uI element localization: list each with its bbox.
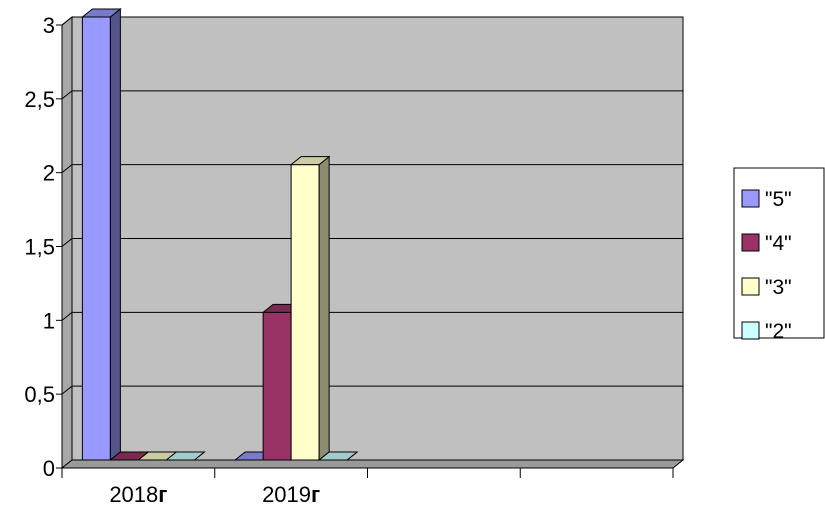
y-tick-label: 2 xyxy=(43,161,55,186)
gridline xyxy=(61,311,683,321)
bar xyxy=(289,155,331,462)
legend: "5" "4" "3" "2" xyxy=(733,167,825,343)
axes xyxy=(56,24,674,478)
legend-swatch xyxy=(741,321,760,340)
bar xyxy=(317,451,359,461)
legend-label: "4" xyxy=(765,232,792,255)
plot-floor xyxy=(60,459,685,469)
bar xyxy=(164,451,206,461)
gridline xyxy=(61,90,683,100)
legend-swatch xyxy=(741,277,760,296)
plot-walls xyxy=(60,15,685,470)
y-tick-label: 0,5 xyxy=(24,382,55,407)
gridline xyxy=(61,164,683,174)
x-tick-label: 2019г xyxy=(262,482,320,507)
y-tick-label: 1,5 xyxy=(24,235,55,260)
gridline xyxy=(61,16,683,26)
y-tick-label: 1 xyxy=(43,308,55,333)
legend-item: "5" xyxy=(741,188,792,211)
legend-label: "3" xyxy=(765,276,792,299)
legend-item: "4" xyxy=(741,232,792,255)
gridline xyxy=(61,385,683,395)
x-axis-tick-labels: 2018г 2019г xyxy=(109,482,320,507)
y-tick-label: 3 xyxy=(43,13,55,38)
legend-item: "2" xyxy=(741,320,792,343)
gridline xyxy=(61,238,683,247)
y-tick-label: 0 xyxy=(43,456,55,481)
bars xyxy=(80,7,359,462)
gridlines xyxy=(61,16,683,395)
legend-swatch xyxy=(741,233,760,252)
y-axis-tick-labels: 0 0,5 1 1,5 2 2,5 3 xyxy=(24,13,55,481)
legend-label: "2" xyxy=(765,320,792,343)
x-tick-label: 2018г xyxy=(109,482,167,507)
bar xyxy=(80,7,122,462)
legend-label: "5" xyxy=(765,188,792,211)
legend-swatch xyxy=(741,189,760,208)
y-tick-label: 2,5 xyxy=(24,87,55,112)
legend-item: "3" xyxy=(741,276,792,299)
